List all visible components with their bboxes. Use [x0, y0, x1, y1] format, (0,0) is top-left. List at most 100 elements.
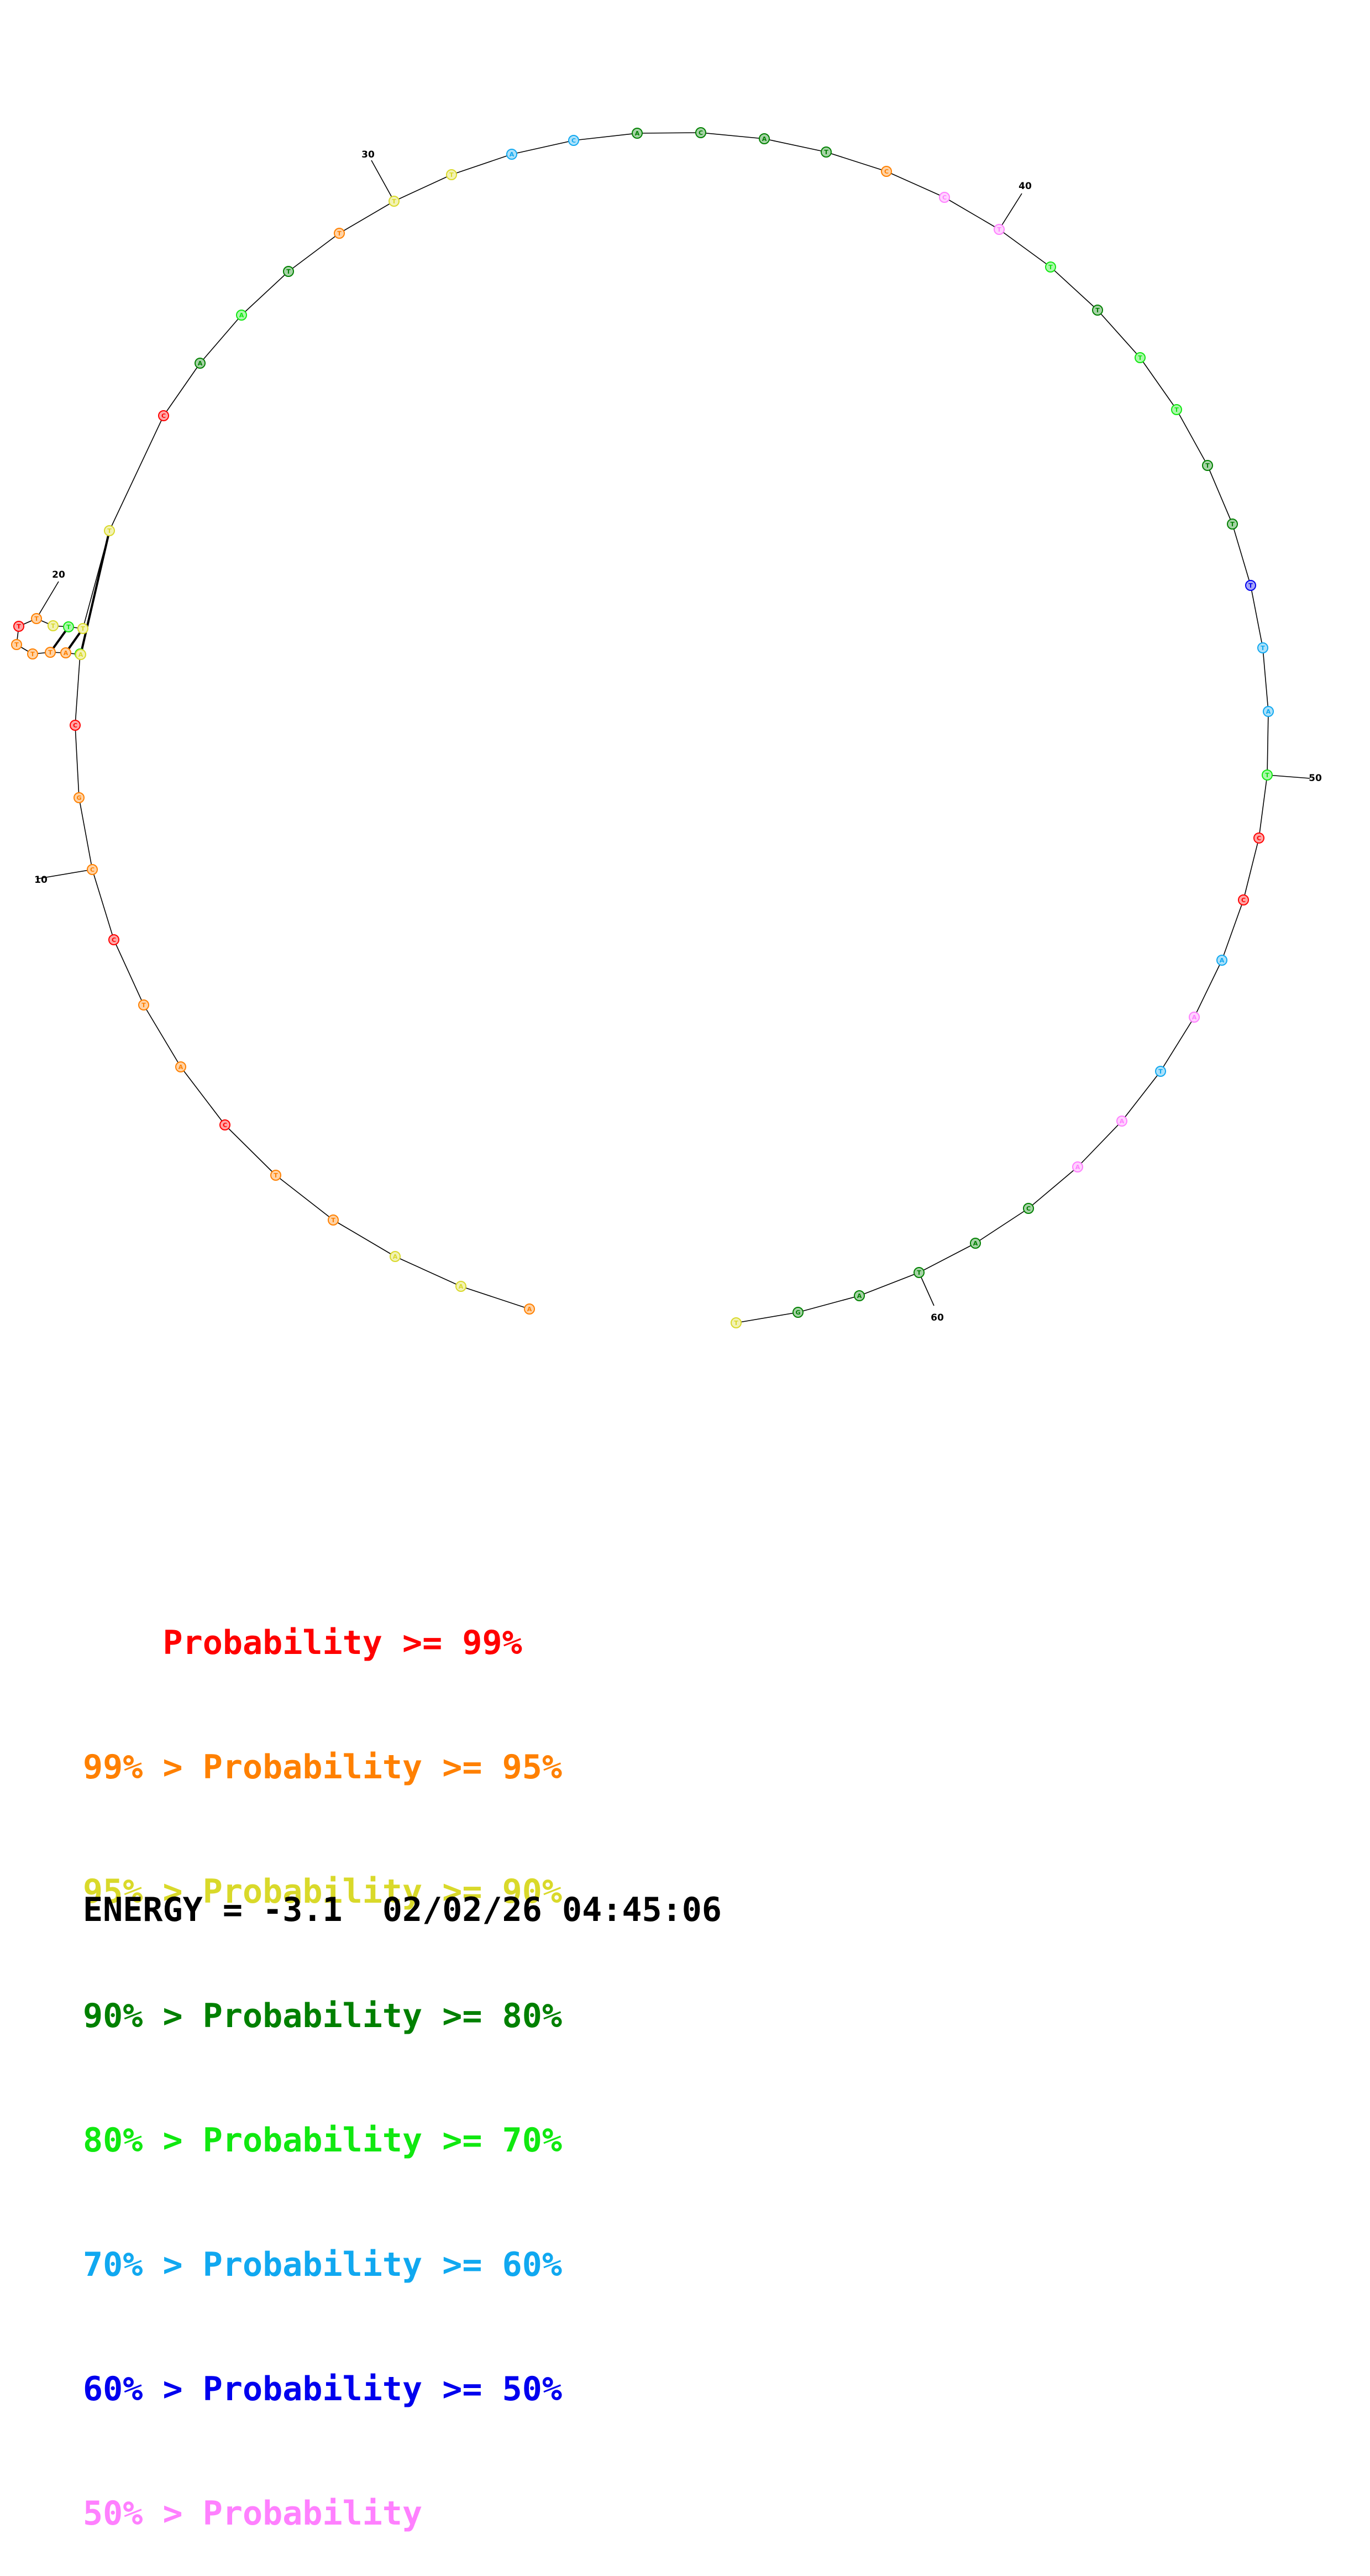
nucleotide-fill: [28, 650, 37, 658]
nucleotide: C: [70, 720, 81, 731]
nucleotide: C: [219, 1119, 230, 1130]
backbone-segment: [1267, 711, 1269, 776]
legend-row-text: Probability >= 50%: [202, 2370, 562, 2409]
nucleotide-circle: [45, 647, 56, 658]
nucleotide-letter: T: [917, 1269, 921, 1276]
nucleotide-fill: [221, 1121, 229, 1129]
nucleotide-circle: [970, 1238, 981, 1249]
nucleotide: T: [1135, 352, 1146, 363]
nucleotide: T: [11, 639, 22, 650]
nucleotide-circle: [31, 613, 42, 624]
legend-row-below-50: 50% > Probability: [83, 2493, 562, 2535]
backbone-segment: [395, 1256, 461, 1287]
nucleotide-fill: [12, 640, 21, 649]
nucleotide-fill: [109, 935, 118, 944]
nucleotide-letter: T: [14, 641, 19, 648]
nucleotide-letter: T: [331, 1217, 335, 1224]
backbone-segment: [886, 171, 945, 198]
nucleotide-fill: [1258, 643, 1267, 652]
nucleotide: C: [695, 127, 706, 138]
nucleotide-letter: T: [392, 198, 396, 205]
backbone-segment: [180, 1066, 225, 1125]
nucleotide-fill: [569, 136, 578, 145]
nucleotide: T: [13, 621, 24, 632]
nucleotide-letter: C: [1241, 897, 1246, 904]
nucleotide-fill: [1156, 1067, 1165, 1076]
nucleotide: T: [27, 648, 38, 659]
nucleotide: A: [854, 1290, 865, 1301]
nucleotide-letter: C: [699, 129, 703, 137]
nucleotide-circle: [632, 128, 643, 139]
nucleotide: T: [138, 999, 149, 1010]
nucleotide: A: [75, 649, 86, 660]
nucleotide-circle: [219, 1119, 230, 1130]
legend-row-text: Probability >= 70%: [202, 2121, 562, 2160]
nucleotide-fill: [855, 1291, 864, 1300]
nucleotide: T: [821, 146, 832, 158]
nucleotide: T: [1202, 460, 1213, 471]
nucleotide: C: [568, 135, 579, 146]
backbone-segment: [339, 201, 395, 234]
nucleotide-circle: [48, 620, 59, 631]
nucleotide-fill: [139, 1001, 148, 1009]
nucleotide-fill: [525, 1305, 534, 1313]
nucleotide: T: [283, 266, 294, 277]
nucleotide: A: [195, 358, 206, 369]
backbone-segment: [200, 315, 242, 364]
nucleotide-circle: [138, 999, 149, 1010]
nucleotide-letter: C: [73, 722, 77, 729]
nucleotide-letter: A: [1075, 1164, 1080, 1171]
nucleotide-letter: T: [17, 623, 21, 630]
backbone-segment: [288, 233, 340, 272]
nucleotide-letter: T: [274, 1172, 278, 1179]
nucleotide-circle: [524, 1303, 535, 1315]
nucleotide: A: [1116, 1116, 1127, 1127]
backbone-segment: [918, 1243, 976, 1273]
probability-legend: Probability >= 99% 99% > Probability >= …: [83, 1540, 562, 2576]
nucleotide-circle: [87, 864, 98, 875]
nucleotide-letter: A: [239, 312, 244, 319]
nucleotide-letter: T: [286, 268, 291, 275]
nucleotide: G: [792, 1307, 804, 1318]
backbone-segment: [241, 271, 289, 316]
nucleotide-fill: [105, 526, 114, 535]
nucleotide-fill: [1264, 707, 1273, 716]
nucleotide-fill: [176, 1062, 185, 1071]
nucleotide-circle: [1257, 642, 1268, 653]
nucleotide: T: [1245, 580, 1256, 591]
nucleotide-letter: T: [449, 171, 454, 179]
nucleotide-circle: [446, 169, 457, 180]
backbone-segment: [1232, 523, 1251, 586]
nucleotide-letter: A: [179, 1064, 183, 1071]
nucleotide-fill: [633, 129, 642, 138]
nucleotide-circle: [506, 149, 517, 160]
backbone-segment: [92, 869, 114, 940]
nucleotide-letter: C: [884, 168, 889, 175]
nucleotide-fill: [794, 1308, 802, 1317]
nucleotide-letter: T: [107, 527, 112, 535]
backbone-segment: [75, 653, 81, 726]
nucleotide-letter: A: [198, 360, 203, 367]
nucleotide-circle: [60, 647, 71, 658]
nucleotide-fill: [971, 1239, 980, 1248]
nucleotide: A: [455, 1281, 466, 1292]
backbone-segment: [143, 1004, 181, 1067]
nucleotide-fill: [1172, 405, 1181, 414]
nucleotide-circle: [792, 1307, 804, 1318]
backbone-segment: [1258, 774, 1268, 839]
nucleotide-circle: [63, 621, 74, 632]
nucleotide-circle: [568, 135, 579, 146]
nucleotide-letter: T: [1138, 354, 1142, 362]
nucleotide-fill: [1093, 306, 1102, 315]
nucleotide-fill: [1073, 1163, 1082, 1171]
backbone-segment: [393, 174, 452, 202]
legend-row-text: Probability >= 80%: [202, 1997, 562, 2035]
nucleotide: A: [236, 310, 247, 321]
legend-row-80: 90% > Probability >= 80%: [83, 1996, 562, 2037]
nucleotides: A A A T T C A T C C G C A A A T T T T T T T T T C A A T T T T A C A C A T C C T…: [11, 127, 1274, 1328]
nucleotide-circle: [77, 623, 88, 634]
legend-row-text: Probability >= 99%: [162, 1624, 522, 1662]
nucleotide-letter: A: [393, 1253, 398, 1260]
backbone-segment: [163, 363, 201, 416]
nucleotide-circle: [914, 1267, 925, 1278]
